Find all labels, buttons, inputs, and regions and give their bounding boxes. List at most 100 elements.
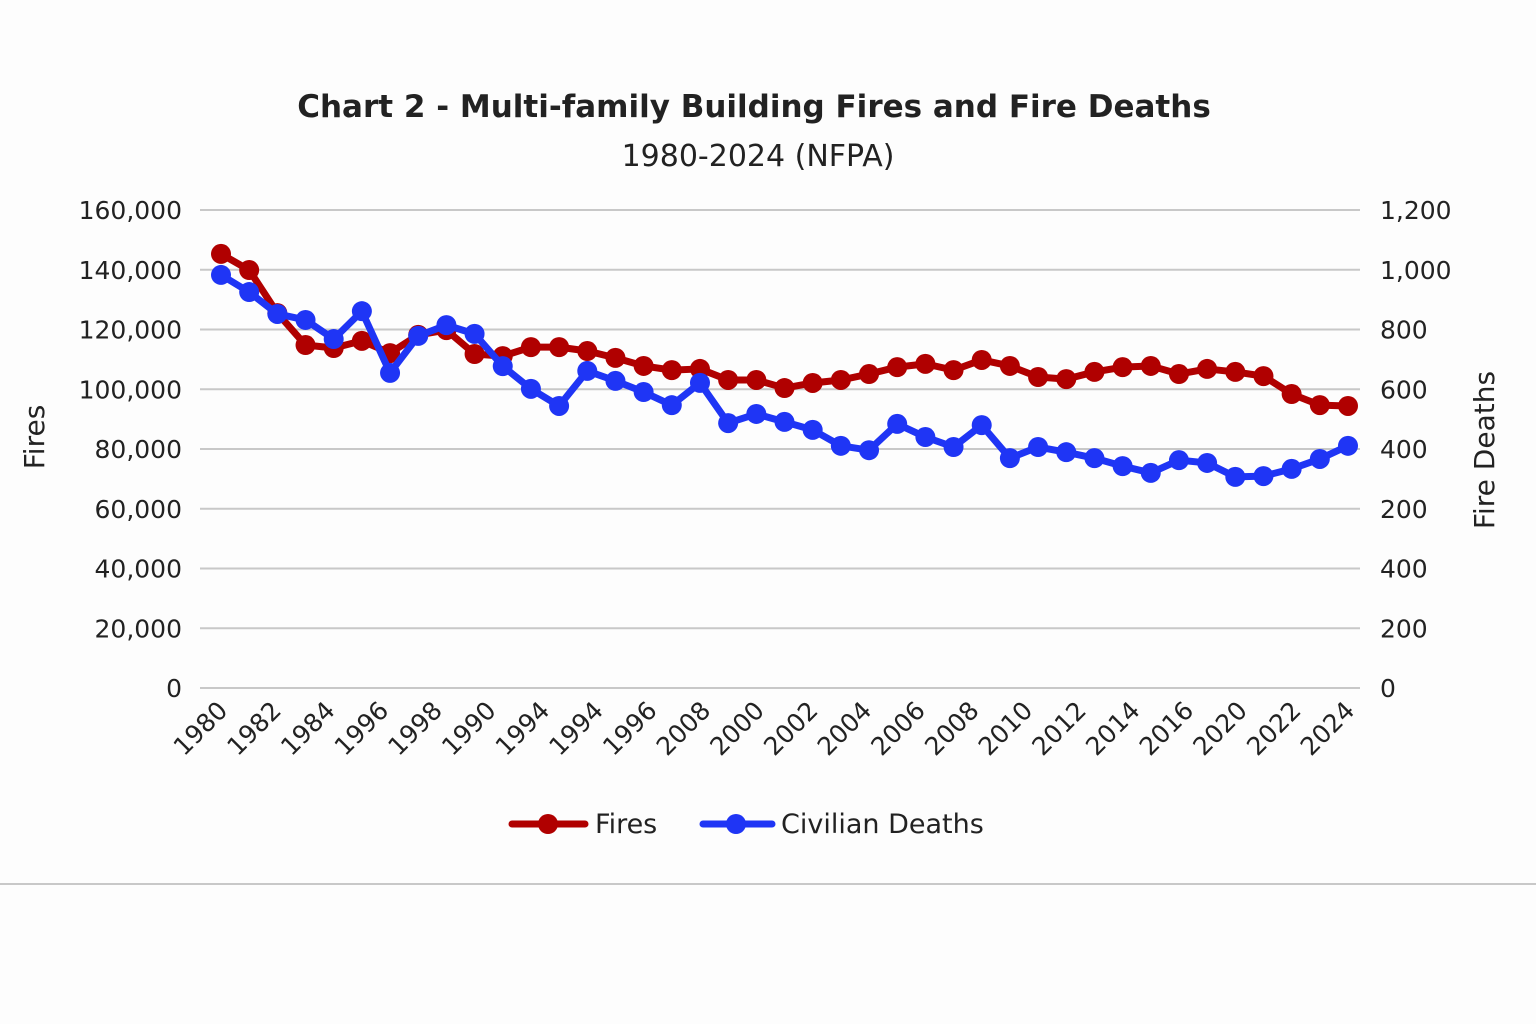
fires-point[interactable] xyxy=(915,353,936,374)
fires-point[interactable] xyxy=(1338,395,1358,416)
y-tick-label: 160,000 xyxy=(79,196,182,225)
y2-tick-label: 200 xyxy=(1380,495,1428,524)
civilian-deaths-point[interactable] xyxy=(718,413,739,434)
civilian-deaths-point[interactable] xyxy=(1253,466,1274,487)
y2-tick-label: 400 xyxy=(1380,435,1428,464)
fires-point[interactable] xyxy=(971,349,992,370)
civilian-deaths-point[interactable] xyxy=(267,303,288,324)
civilian-deaths-point[interactable] xyxy=(436,315,457,336)
fires-point[interactable] xyxy=(633,355,654,376)
civilian-deaths-point[interactable] xyxy=(774,411,795,432)
civilian-deaths-point[interactable] xyxy=(1309,448,1330,469)
fires-point[interactable] xyxy=(295,335,316,356)
civilian-deaths-point[interactable] xyxy=(1084,448,1105,469)
fires-point[interactable] xyxy=(1253,366,1274,387)
fires-point[interactable] xyxy=(211,243,231,264)
right-axis-ticks: 0 200 400 200 400 600 800 1,000 1,200 xyxy=(1380,196,1452,703)
y-tick-label: 0 xyxy=(166,674,182,703)
fires-point[interactable] xyxy=(774,378,795,399)
y-tick-label: 60,000 xyxy=(95,495,182,524)
civilian-deaths-point[interactable] xyxy=(295,309,316,330)
legend-fires-label: Fires xyxy=(595,809,657,840)
fires-point[interactable] xyxy=(1112,357,1133,378)
civilian-deaths-point[interactable] xyxy=(1281,458,1302,479)
civilian-deaths-point[interactable] xyxy=(239,282,260,303)
fires-point[interactable] xyxy=(577,341,598,362)
fires-point[interactable] xyxy=(746,369,767,390)
legend-item-civilian-deaths[interactable]: Civilian Deaths xyxy=(699,809,984,840)
fires-point[interactable] xyxy=(802,372,823,393)
x-tick-label: 2016 xyxy=(1134,696,1199,761)
civilian-deaths-point[interactable] xyxy=(211,264,231,285)
civilian-deaths-point[interactable] xyxy=(1338,435,1358,456)
civilian-deaths-point[interactable] xyxy=(323,329,344,350)
civilian-deaths-point[interactable] xyxy=(577,360,598,381)
y2-tick-label: 800 xyxy=(1380,316,1428,345)
civilian-deaths-point[interactable] xyxy=(859,440,880,461)
fires-point[interactable] xyxy=(830,369,851,390)
fires-point[interactable] xyxy=(1084,361,1105,382)
fires-point[interactable] xyxy=(1056,369,1077,390)
x-tick-label: 1998 xyxy=(382,696,447,761)
fires-point[interactable] xyxy=(239,260,260,281)
civilian-deaths-point[interactable] xyxy=(943,437,964,458)
civilian-deaths-point[interactable] xyxy=(1140,462,1161,483)
fires-point[interactable] xyxy=(1028,367,1049,388)
civilian-deaths-point[interactable] xyxy=(1168,450,1189,471)
civilian-deaths-point[interactable] xyxy=(830,435,851,456)
civilian-deaths-point[interactable] xyxy=(351,301,372,322)
y-tick-label: 120,000 xyxy=(79,316,182,345)
civilian-deaths-point[interactable] xyxy=(605,370,626,391)
fires-point[interactable] xyxy=(464,343,485,364)
chart-title: Chart 2 - Multi-family Building Fires an… xyxy=(297,89,1211,125)
fires-point[interactable] xyxy=(1225,361,1246,382)
civilian-deaths-point[interactable] xyxy=(661,395,682,416)
civilian-deaths-point[interactable] xyxy=(633,382,654,403)
civilian-deaths-point[interactable] xyxy=(549,395,570,416)
x-tick-label: 1982 xyxy=(221,696,286,761)
fires-point[interactable] xyxy=(1168,364,1189,385)
line-chart: Chart 2 - Multi-family Building Fires an… xyxy=(18,89,1501,840)
fires-point[interactable] xyxy=(549,337,570,358)
civilian-deaths-point[interactable] xyxy=(1197,452,1218,473)
fires-point[interactable] xyxy=(351,330,372,351)
fires-point[interactable] xyxy=(718,369,739,390)
fires-point[interactable] xyxy=(943,360,964,381)
legend-item-fires[interactable]: Fires xyxy=(508,809,657,840)
y-tick-label: 100,000 xyxy=(79,375,182,404)
civilian-deaths-point[interactable] xyxy=(915,427,936,448)
fires-point[interactable] xyxy=(1309,395,1330,416)
civilian-deaths-point[interactable] xyxy=(887,413,908,434)
x-tick-label: 1994 xyxy=(543,696,608,761)
fires-point[interactable] xyxy=(999,355,1020,376)
civilian-deaths-point[interactable] xyxy=(802,419,823,440)
civilian-deaths-point[interactable] xyxy=(1225,466,1246,487)
civilian-deaths-point[interactable] xyxy=(464,323,485,344)
fires-point[interactable] xyxy=(1140,355,1161,376)
legend-deaths-label: Civilian Deaths xyxy=(781,809,984,840)
civilian-deaths-point[interactable] xyxy=(1028,437,1049,458)
fires-point[interactable] xyxy=(859,364,880,385)
x-tick-label: 1996 xyxy=(597,696,662,761)
fires-point[interactable] xyxy=(887,357,908,378)
civilian-deaths-point[interactable] xyxy=(999,448,1020,469)
civilian-deaths-point[interactable] xyxy=(1056,442,1077,463)
civilian-deaths-point[interactable] xyxy=(689,372,710,393)
fires-point[interactable] xyxy=(689,358,710,379)
fires-point[interactable] xyxy=(661,360,682,381)
civilian-deaths-point[interactable] xyxy=(1112,456,1133,477)
gridlines xyxy=(200,209,1360,689)
civilian-deaths-point[interactable] xyxy=(746,403,767,424)
civilian-deaths-point[interactable] xyxy=(492,356,513,377)
fires-point[interactable] xyxy=(520,337,541,358)
civilian-deaths-point[interactable] xyxy=(408,325,429,346)
fires-point[interactable] xyxy=(1281,384,1302,405)
x-tick-label: 2006 xyxy=(865,696,930,761)
civilian-deaths-point[interactable] xyxy=(971,415,992,436)
fires-point[interactable] xyxy=(1197,358,1218,379)
civilian-deaths-point[interactable] xyxy=(380,362,401,383)
y2-tick-label: 0 xyxy=(1380,674,1396,703)
fires-point[interactable] xyxy=(605,347,626,368)
civilian-deaths-point[interactable] xyxy=(520,378,541,399)
chart-subtitle: 1980-2024 (NFPA) xyxy=(622,139,895,174)
